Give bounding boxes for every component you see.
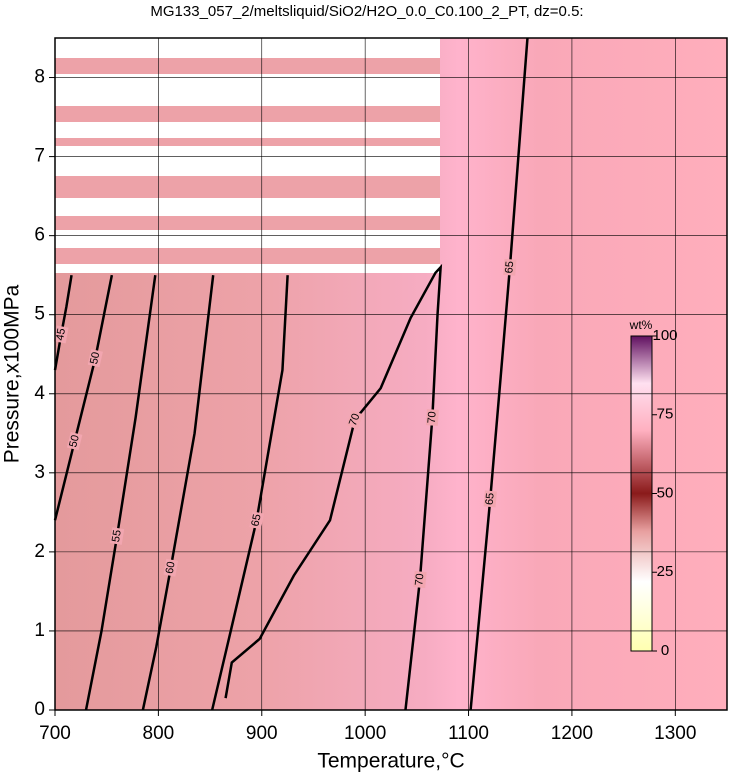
contour-label-bg <box>413 571 427 589</box>
contour-label-bg <box>425 409 439 426</box>
colorbar <box>630 335 653 652</box>
contour-label: 70 <box>426 411 439 424</box>
contour-label-bg <box>503 258 517 276</box>
contour-label-bg <box>163 558 179 577</box>
contour-line <box>469 37 529 711</box>
y-tick-label: 1 <box>34 620 45 641</box>
y-tick-label: 3 <box>34 462 45 483</box>
contour-label: 65 <box>249 513 263 527</box>
contour-label-bg <box>249 511 265 530</box>
contour-label-bg <box>483 490 497 508</box>
x-tick-label: 800 <box>143 723 175 744</box>
y-tick-label: 8 <box>34 67 45 88</box>
colorbar-label: wt% <box>629 318 653 332</box>
colorbar-tick-label: 75 <box>657 406 674 423</box>
contour-label: 60 <box>164 561 178 575</box>
x-tick-label: 700 <box>39 723 71 744</box>
x-tick-label: 1300 <box>654 723 696 744</box>
colorbar-tick-label: 0 <box>661 642 669 659</box>
contour-label: 50 <box>67 434 82 449</box>
x-tick-label: 1200 <box>551 723 593 744</box>
contour-line <box>224 263 443 711</box>
y-tick-label: 6 <box>34 225 45 246</box>
masked-region <box>55 38 440 273</box>
x-tick-label: 1000 <box>344 723 386 744</box>
contour-label: 50 <box>88 351 102 366</box>
contour-label: 55 <box>110 529 124 543</box>
contour-label-bg <box>109 527 125 545</box>
plot-frame <box>54 37 728 711</box>
contour-label-bg <box>53 325 69 344</box>
y-axis-label: Pressure,x100MPa <box>1 284 24 463</box>
contour-label: 70 <box>347 412 363 428</box>
y-tick-label: 0 <box>34 699 45 720</box>
y-tick-label: 2 <box>34 541 45 562</box>
x-tick-label: 1100 <box>448 723 489 744</box>
contour-label-bg <box>346 410 364 430</box>
y-tick-label: 5 <box>34 304 45 325</box>
chart-title: MG133_057_2/meltsliquid/SiO2/H2O_0.0_C0.… <box>150 3 583 20</box>
contour-label: 65 <box>484 492 497 505</box>
x-tick-label: 900 <box>246 723 278 744</box>
contour-line <box>53 274 73 371</box>
contour-label: 70 <box>413 573 426 586</box>
contour-label: 65 <box>503 261 516 274</box>
contour-label: 45 <box>54 327 68 341</box>
colorbar-tick-label: 25 <box>657 563 674 580</box>
y-tick-label: 7 <box>34 146 45 167</box>
x-axis-label: Temperature,°C <box>317 750 464 773</box>
colorbar-tick-label: 50 <box>657 484 674 501</box>
contour-line <box>53 274 114 521</box>
contour-label-bg <box>66 431 83 451</box>
contour-label-bg <box>87 349 103 368</box>
y-tick-label: 4 <box>34 383 45 404</box>
colorbar-tick-label: 100 <box>652 327 677 344</box>
